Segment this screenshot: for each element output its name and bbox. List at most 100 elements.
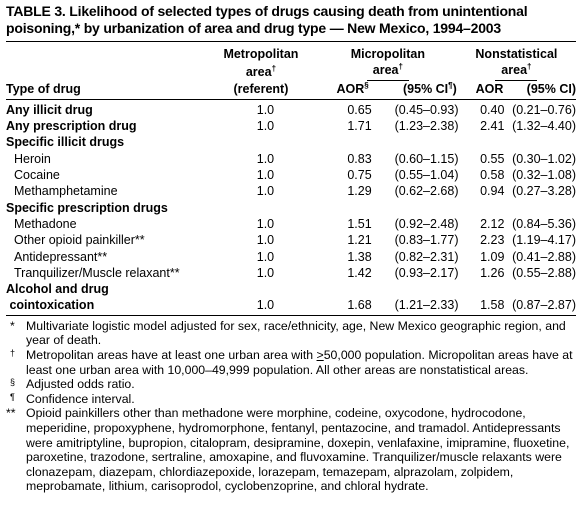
row-label: Methamphetamine (14, 184, 118, 199)
table-row: Tranquilizer/Muscle relaxant** 1.0 1.42 (0.… (6, 265, 576, 281)
header-ci-non: (95% CI) (526, 81, 576, 96)
title-line-1: TABLE 3. Likelihood of selected types of… (6, 3, 528, 19)
footnote-double-asterisk: ** Opioid painkillers other than methadon… (6, 406, 570, 494)
cell-ci-micro: (0.93–2.17) (394, 265, 459, 280)
section-row: Specific prescription drugs (6, 200, 576, 216)
cell-aor-micro: 1.51 (347, 216, 372, 231)
cell-ci-micro: (0.92–2.48) (394, 216, 459, 231)
cell-metro: 1.0 (256, 233, 275, 248)
cell-metro: 1.0 (256, 265, 275, 280)
table-row: Cocaine 1.0 0.75 (0.55–1.04) 0.58 (0.32–1.08) (6, 167, 576, 183)
cell-aor-micro: 0.65 (347, 102, 372, 117)
cell-ci-non: (0.21–0.76) (512, 102, 576, 117)
table-document: TABLE 3. Likelihood of selected types of… (6, 0, 576, 494)
row-label: Alcohol and drug (6, 282, 109, 297)
cell-metro: 1.0 (256, 298, 275, 313)
cell-ci-micro: (1.23–2.38) (394, 119, 459, 134)
header-non-area: area† (495, 62, 538, 81)
cell-metro: 1.0 (256, 216, 275, 231)
row-label: Other opioid painkiller** (14, 233, 145, 248)
cell-ci-non: (0.30–1.02) (512, 151, 576, 166)
cell-ci-non (504, 134, 576, 150)
table-title: TABLE 3. Likelihood of selected types of… (6, 3, 576, 37)
cell-ci-non: (1.19–4.17) (512, 233, 576, 248)
cell-aor-micro (323, 134, 372, 150)
cell-ci-non: (0.84–5.36) (512, 216, 576, 231)
cell-aor-micro: 1.68 (347, 298, 372, 313)
cell-aor-non: 0.40 (480, 102, 505, 117)
table-row: Any prescription drug 1.0 1.71 (1.23–2.38) 2… (6, 118, 576, 134)
header-micro: Micropolitan (350, 47, 426, 61)
cell-aor-non: 0.94 (480, 184, 505, 199)
row-label: Any prescription drug (6, 119, 137, 134)
cell-aor-non (459, 200, 505, 216)
cell-ci-micro: (0.62–2.68) (394, 184, 459, 199)
cell-ci-non: (0.41–2.88) (512, 249, 576, 264)
cell-ci-micro: (0.45–0.93) (394, 102, 459, 117)
cell-ci-non: (0.55–2.88) (512, 265, 576, 280)
cell-ci-micro: (1.21–2.33) (394, 298, 459, 313)
footnote-pilcrow: ¶ Confidence interval. (10, 391, 135, 406)
cell-aor-micro (323, 200, 372, 216)
footnote-asterisk: * Multivariate logistic model adjusted fo… (10, 318, 566, 348)
cell-aor-non: 1.58 (480, 298, 505, 313)
cell-metro: 1.0 (256, 151, 275, 166)
table-row: Methamphetamine 1.0 1.29 (0.62–2.68) 0.94 (0.… (6, 183, 576, 199)
cell-aor-micro: 0.83 (347, 151, 372, 166)
cell-aor-micro: 0.75 (347, 168, 372, 183)
header-type-of-drug: Type of drug (6, 81, 81, 96)
cell-metro: 1.0 (256, 102, 275, 117)
row-label: Tranquilizer/Muscle relaxant** (14, 265, 180, 280)
row-label: Heroin (14, 151, 51, 166)
cell-aor-non: 0.55 (480, 151, 505, 166)
cell-ci-non (504, 200, 576, 216)
footnote-section: § Adjusted odds ratio. (10, 377, 135, 392)
cell-ci-micro: (0.83–1.77) (394, 233, 459, 248)
header-metro-line-3: (referent) (233, 81, 289, 96)
table-row: Alcohol and drug (6, 281, 576, 297)
header-non: Nonstatistical (475, 47, 558, 61)
bottom-rule (6, 314, 576, 316)
cell-aor-non: 1.09 (480, 249, 505, 264)
cell-metro: 1.0 (256, 184, 275, 199)
table-row: Antidepressant** 1.0 1.38 (0.82–2.31) 1.09 (0… (6, 249, 576, 265)
footnotes: * Multivariate logistic model adjusted fo… (6, 319, 576, 494)
cell-aor-non: 2.41 (480, 119, 505, 134)
table-row: Any illicit drug 1.0 0.65 (0.45–0.93) 0.40 (0… (6, 102, 576, 118)
cell-metro: 1.0 (256, 249, 275, 264)
cell-ci-non: (0.27–3.28) (512, 184, 576, 199)
row-label: Methadone (14, 216, 77, 231)
cell-ci-micro: (0.82–2.31) (394, 249, 459, 264)
section-row: Specific illicit drugs (6, 134, 576, 150)
cell-ci-micro: (0.55–1.04) (394, 168, 459, 183)
header-metro-line-1: Metropolitan (223, 47, 299, 61)
cell-metro (208, 134, 322, 150)
cell-ci-non: (0.32–1.08) (512, 168, 576, 183)
cell-aor-non: 1.26 (480, 265, 505, 280)
row-label: Cocaine (14, 168, 60, 183)
footnote-dagger: † Metropolitan areas have at least one ur… (10, 347, 573, 377)
cell-aor-micro: 1.21 (347, 233, 372, 248)
title-line-2: poisoning,* by urbanization of area and … (6, 20, 501, 36)
table-row: Methadone 1.0 1.51 (0.92–2.48) 2.12 (0.84–5.3… (6, 216, 576, 232)
cell-metro (208, 200, 322, 216)
table-row: Other opioid painkiller** 1.0 1.21 (0.83–1.… (6, 232, 576, 248)
cell-metro: 1.0 (256, 168, 275, 183)
header-rule (6, 98, 576, 100)
cell-aor-non: 2.23 (480, 233, 505, 248)
cell-aor-non: 0.58 (480, 168, 505, 183)
header-micro-area: area† (366, 62, 409, 81)
cell-aor-micro: 1.29 (347, 184, 372, 199)
row-label: Specific prescription drugs (6, 200, 168, 215)
cell-ci-micro (372, 200, 459, 216)
cell-ci-micro (372, 134, 459, 150)
row-label: Specific illicit drugs (6, 135, 125, 150)
data-table: Metropolitan Micropolitan Nonstatistical… (6, 42, 576, 99)
data-body: Any illicit drug 1.0 0.65 (0.45–0.93) 0.40 (0… (6, 102, 576, 314)
cell-aor-micro: 1.42 (347, 265, 372, 280)
table-row: cointoxication 1.0 1.68 (1.21–2.33) 1.58… (6, 297, 576, 313)
cell-metro: 1.0 (256, 119, 275, 134)
cell-ci-micro: (0.60–1.15) (394, 151, 459, 166)
cell-aor-non (459, 134, 505, 150)
header-metro-line-2: area† (245, 64, 277, 80)
